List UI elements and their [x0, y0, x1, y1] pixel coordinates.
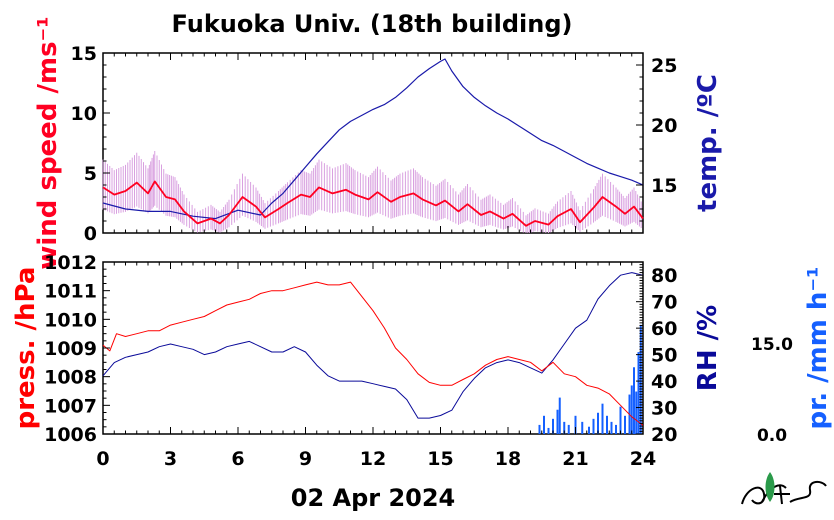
wind-raw-band	[102, 150, 642, 233]
precip-axis-label: pr. /mm h⁻¹	[803, 266, 833, 429]
precip-bar	[574, 415, 577, 434]
precip-bar	[601, 403, 604, 434]
precip-bar	[581, 421, 584, 434]
y-right-tick-label: 20	[651, 424, 677, 446]
precip-bar	[610, 421, 613, 434]
wind-axis-label: wind speed /ms⁻¹	[33, 16, 63, 269]
precip-bar	[619, 406, 622, 434]
y-right-tick-label: 20	[651, 115, 677, 137]
x-tick-label: 6	[231, 448, 244, 470]
y-left-tick-label: 1010	[44, 309, 97, 331]
precip-tick-label: 0.0	[757, 426, 787, 446]
chart-title: Fukuoka Univ. (18th building)	[172, 10, 573, 38]
bottom-panel: 1006100710081009101010111012203040506070…	[11, 252, 833, 470]
precip-bar	[552, 418, 554, 434]
precip-bars	[538, 324, 642, 434]
y-left-tick-label: 10	[71, 103, 97, 125]
y-right-tick-label: 60	[651, 318, 677, 340]
precip-bar	[633, 367, 635, 434]
top-ticks: 0 5 10 15 15 20 25	[71, 43, 678, 245]
precip-tick-label: 15.0	[751, 335, 793, 355]
y-left-tick-label: 0	[84, 223, 97, 245]
precip-bar	[639, 324, 642, 434]
y-right-tick-label: 50	[651, 345, 677, 367]
x-tick-label: 3	[164, 448, 177, 470]
x-tick-label: 12	[360, 448, 386, 470]
y-left-tick-label: 1008	[44, 367, 97, 389]
y-right-tick-label: 15	[651, 175, 677, 197]
precip-bar	[624, 415, 626, 434]
y-left-tick-label: 1007	[44, 395, 97, 417]
date-label: 02 Apr 2024	[291, 484, 456, 512]
precip-bar	[547, 427, 550, 434]
x-tick-label: 9	[299, 448, 312, 470]
x-tick-label: 18	[495, 448, 521, 470]
precip-bar	[635, 391, 638, 434]
bottom-ticks: 1006100710081009101010111012203040506070…	[44, 252, 793, 470]
y-left-tick-label: 5	[84, 163, 97, 185]
top-panel: 0 5 10 15 15 20 25 wind speed /ms⁻¹ temp. /ºC	[33, 16, 723, 269]
precip-bar	[637, 352, 640, 434]
pressure-axis-label: press. /hPa	[11, 267, 41, 430]
precip-bar	[615, 424, 617, 434]
y-left-tick-label: 15	[71, 43, 97, 65]
y-right-tick-label: 30	[651, 398, 677, 420]
y-right-tick-label: 70	[651, 292, 677, 314]
precip-bar	[567, 424, 570, 434]
precip-bar	[592, 418, 595, 434]
y-left-tick-label: 1011	[44, 281, 97, 303]
top-series	[102, 58, 644, 227]
precip-bar	[563, 421, 566, 434]
rh-axis-label: RH /%	[693, 305, 723, 391]
bottom-series	[102, 272, 644, 426]
y-left-tick-label: 1012	[44, 252, 97, 274]
precip-bar	[588, 426, 590, 434]
temp-line	[102, 58, 644, 220]
wind-line	[102, 180, 644, 227]
precip-bar	[630, 385, 633, 434]
y-left-tick-label: 1009	[44, 338, 97, 360]
x-tick-label: 21	[562, 448, 588, 470]
precip-bar	[597, 412, 599, 434]
precip-bar	[538, 424, 541, 434]
x-tick-label: 24	[630, 448, 656, 470]
x-tick-label: 0	[96, 448, 109, 470]
precip-bar	[558, 397, 561, 434]
pressure-line	[102, 281, 644, 426]
temp-axis-label: temp. /ºC	[693, 74, 723, 212]
y-right-tick-label: 25	[651, 55, 677, 77]
x-tick-label: 15	[427, 448, 453, 470]
ies-logo	[741, 472, 827, 505]
y-right-tick-label: 80	[651, 265, 677, 287]
y-left-tick-label: 1006	[44, 424, 97, 446]
precip-bar	[606, 415, 608, 434]
rh-line	[102, 272, 644, 419]
precip-bar	[543, 415, 545, 434]
precip-bar	[556, 409, 559, 434]
y-right-tick-label: 40	[651, 371, 677, 393]
